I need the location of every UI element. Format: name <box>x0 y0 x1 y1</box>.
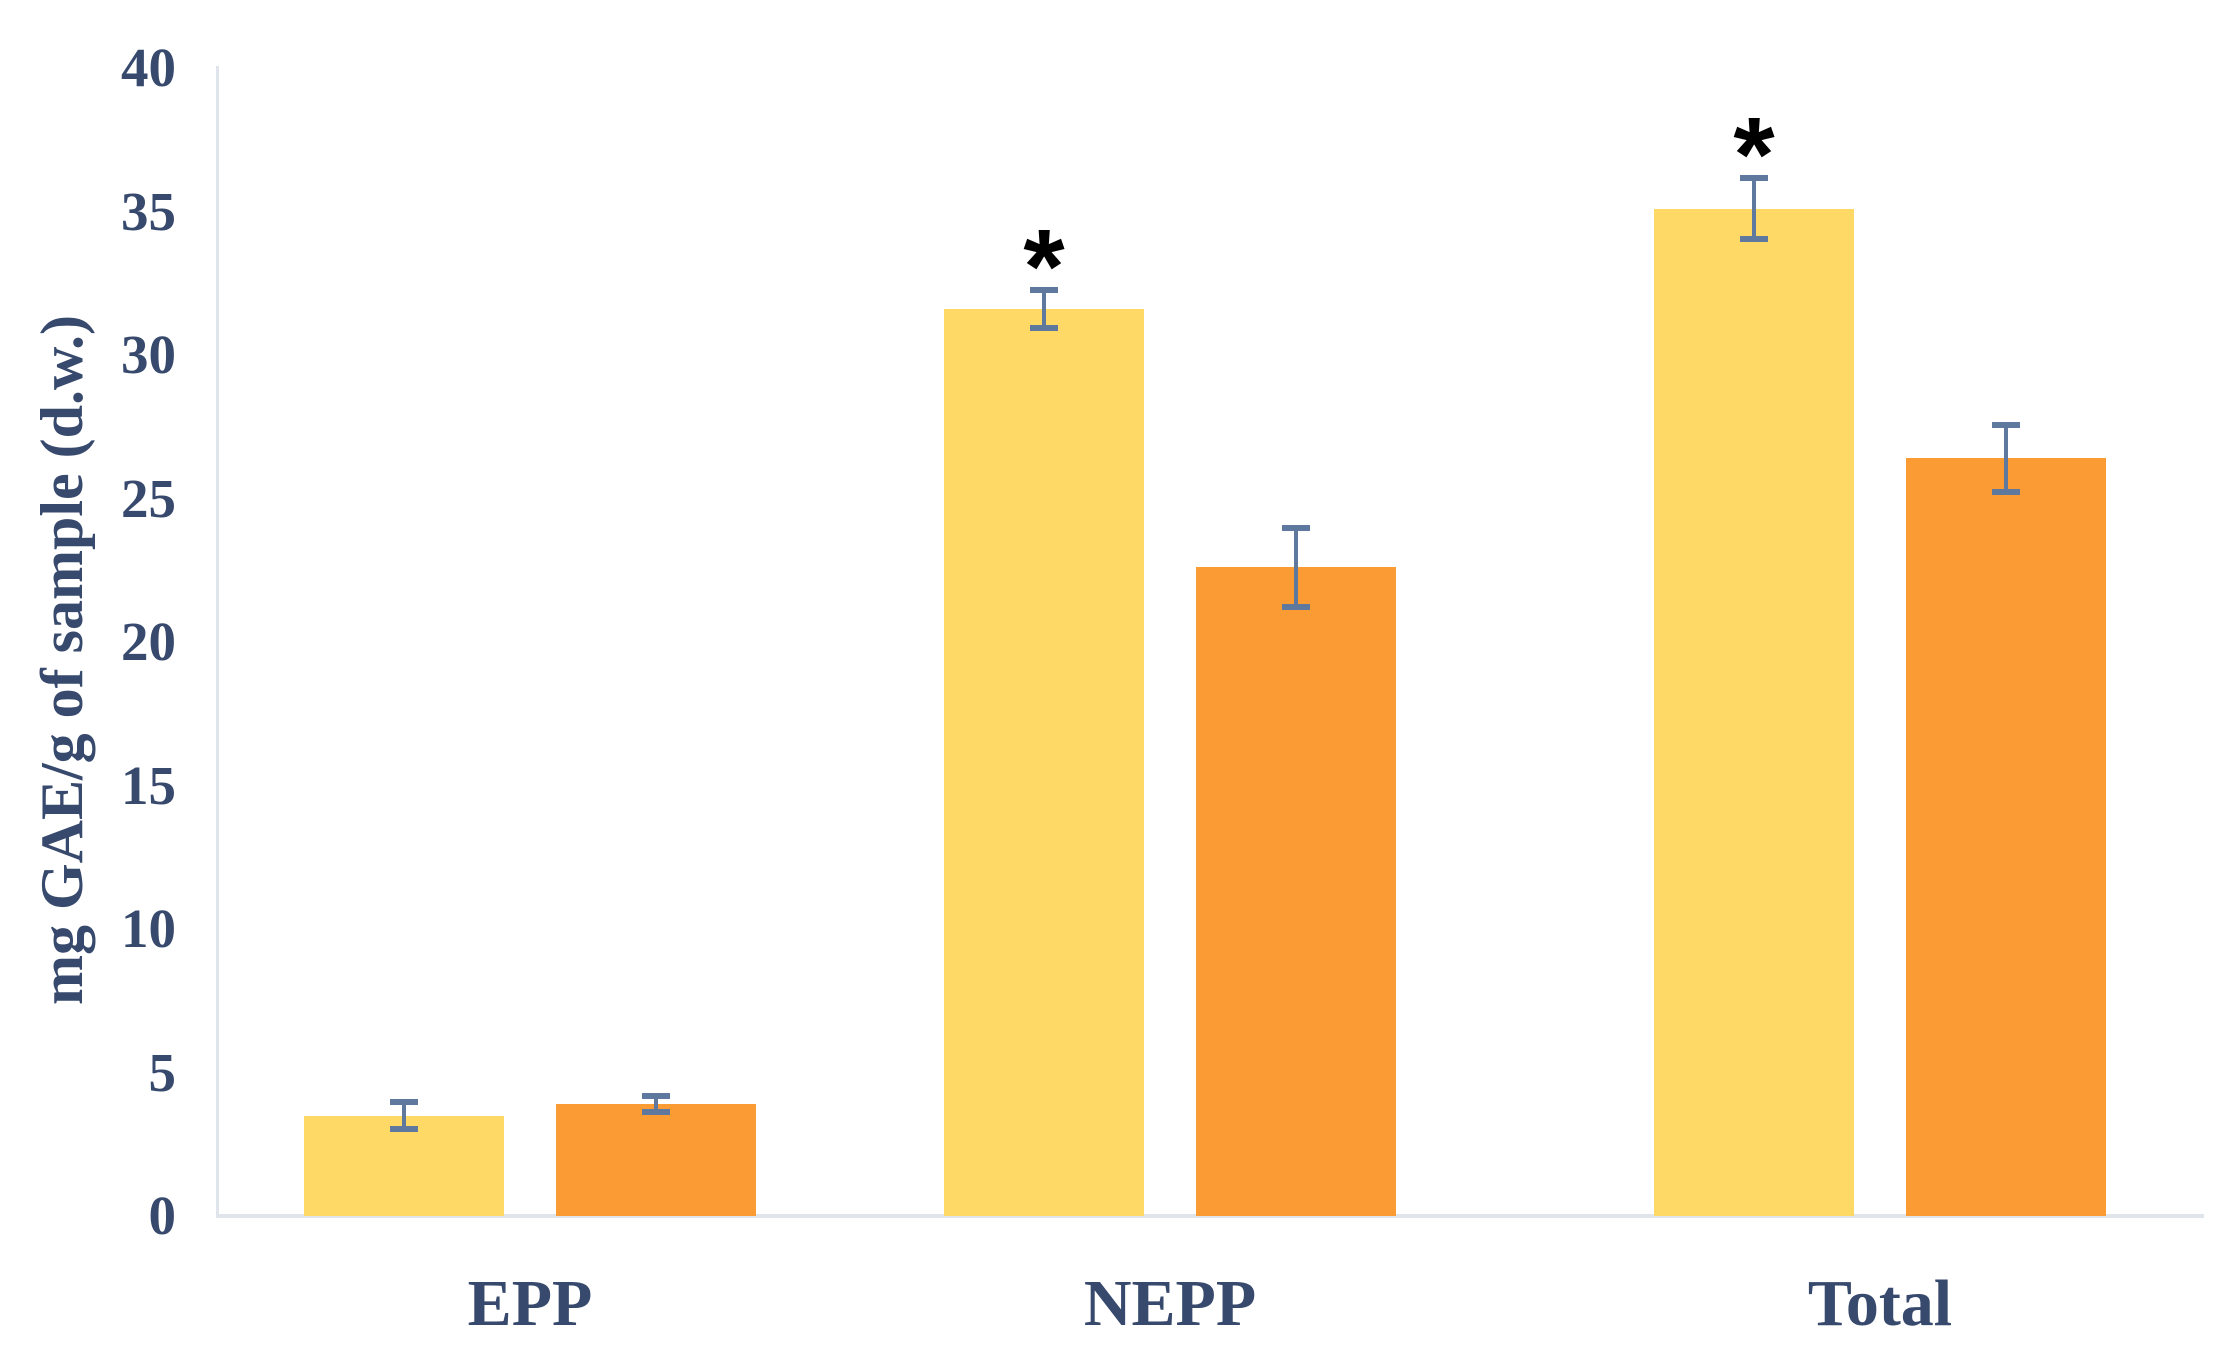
y-tick-label: 40 <box>121 37 176 98</box>
bar-total-orange <box>1906 458 2106 1216</box>
error-bar-cap-top-total-orange <box>1992 421 2020 428</box>
category-label-total: Total <box>1807 1267 1953 1340</box>
y-tick-label: 10 <box>121 898 176 959</box>
x-axis-line <box>216 1214 2204 1218</box>
error-bar-stem-epp-orange <box>654 1095 658 1113</box>
error-bar-cap-top-total-yellow <box>1740 175 1768 182</box>
error-bar-cap-bottom-nepp-yellow <box>1030 325 1058 332</box>
y-axis-line <box>216 66 219 1216</box>
error-bar-cap-top-nepp-orange <box>1282 525 1310 532</box>
bar-total-yellow <box>1654 208 1854 1216</box>
error-bar-cap-bottom-epp-orange <box>642 1108 670 1115</box>
error-bar-stem-epp-yellow <box>402 1101 406 1130</box>
bar-epp-orange <box>556 1104 756 1216</box>
error-bar-stem-nepp-orange <box>1294 527 1298 608</box>
y-tick-label: 5 <box>148 1041 177 1103</box>
error-bar-cap-top-epp-orange <box>642 1093 670 1100</box>
category-label-nepp: NEPP <box>1083 1267 1257 1340</box>
category-label-epp: EPP <box>467 1267 593 1340</box>
error-bar-cap-bottom-total-yellow <box>1740 236 1768 243</box>
bar-nepp-yellow <box>944 309 1144 1216</box>
bar-nepp-orange <box>1196 567 1396 1216</box>
y-tick-label: 15 <box>121 754 176 816</box>
y-tick-label: 25 <box>121 467 176 529</box>
error-bar-stem-nepp-yellow <box>1042 288 1046 330</box>
error-bar-cap-bottom-nepp-orange <box>1282 603 1310 610</box>
y-tick-label: 30 <box>121 324 176 385</box>
error-bar-stem-total-orange <box>2004 423 2008 493</box>
error-bar-cap-top-epp-yellow <box>390 1099 418 1106</box>
error-bar-cap-bottom-epp-yellow <box>390 1125 418 1132</box>
y-tick-label: 20 <box>121 611 176 672</box>
error-bar-cap-bottom-total-orange <box>1992 488 2020 495</box>
significance-asterisk-total: * <box>1733 96 1775 215</box>
y-tick-label: 0 <box>148 1185 177 1246</box>
error-bar-stem-total-yellow <box>1752 177 1756 241</box>
bar-epp-yellow <box>304 1115 504 1216</box>
y-tick-label: 35 <box>121 180 176 242</box>
significance-asterisk-nepp: * <box>1023 207 1065 326</box>
error-bar-cap-top-nepp-yellow <box>1030 286 1058 293</box>
